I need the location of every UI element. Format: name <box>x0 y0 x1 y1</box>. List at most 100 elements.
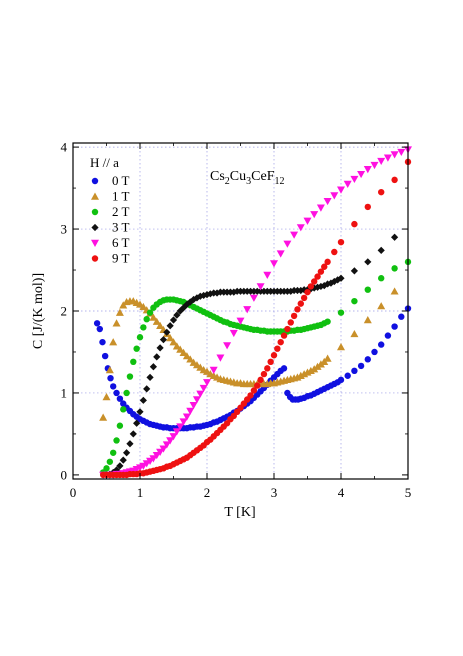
data-point-2t <box>130 358 137 366</box>
data-point-3t <box>123 449 131 457</box>
data-point-2t <box>123 389 130 397</box>
data-point-3t <box>324 280 332 288</box>
legend-label-1t: 1 T <box>112 189 130 204</box>
y-tick-label: 4 <box>61 140 68 155</box>
data-point-6t <box>229 329 238 338</box>
x-tick-label: 4 <box>338 485 345 500</box>
data-point-3t <box>334 276 342 284</box>
data-point-1t <box>182 352 191 360</box>
data-point-9t <box>247 392 254 399</box>
data-point-9t <box>351 220 358 228</box>
x-tick-label: 0 <box>70 485 77 500</box>
data-point-9t <box>314 273 321 280</box>
data-point-6t <box>192 396 201 404</box>
y-tick-label: 2 <box>61 304 68 319</box>
formula-part-cef: CeF <box>251 169 275 184</box>
data-point-2t <box>126 373 134 380</box>
data-point-3t <box>327 279 335 287</box>
data-point-2t <box>133 345 140 352</box>
data-point-6t <box>199 384 208 393</box>
data-point-9t <box>391 176 398 184</box>
y-tick-label: 0 <box>61 467 68 482</box>
data-point-0t <box>391 323 398 330</box>
data-point-6t <box>263 271 272 279</box>
data-point-2t <box>120 406 127 413</box>
data-point-2t <box>364 286 371 293</box>
data-point-6t <box>363 166 372 174</box>
data-point-3t <box>156 344 164 352</box>
series-1t <box>99 287 399 421</box>
data-point-6t <box>223 342 232 350</box>
data-point-1t <box>176 345 185 353</box>
data-point-3t <box>364 258 372 266</box>
y-axis-label: C [J/(K mol)] <box>31 273 46 349</box>
compound-formula: Cs2Cu3CeF12 <box>210 169 284 187</box>
data-point-0t <box>357 362 365 370</box>
data-point-6t <box>397 148 406 157</box>
data-point-9t <box>274 345 281 352</box>
series-3t <box>102 233 399 479</box>
data-point-1t <box>350 329 359 338</box>
data-point-6t <box>156 448 165 456</box>
data-point-0t <box>378 341 385 348</box>
data-point-2t <box>106 458 114 465</box>
data-point-3t <box>173 311 181 319</box>
data-point-1t <box>112 319 121 327</box>
data-point-9t <box>280 332 288 339</box>
data-point-2t <box>337 309 345 316</box>
legend-label-2t: 2 T <box>112 204 130 219</box>
data-point-6t <box>166 437 175 445</box>
formula-sub-2: 2 <box>225 176 230 187</box>
data-point-9t <box>300 294 308 302</box>
data-point-0t <box>99 338 106 346</box>
data-point-1t <box>166 334 175 342</box>
data-point-6t <box>159 445 168 453</box>
data-point-1t <box>152 317 161 325</box>
legend-marker-2t <box>91 208 99 216</box>
data-point-9t <box>264 365 271 372</box>
data-point-0t <box>93 320 101 327</box>
data-point-6t <box>303 217 312 225</box>
data-point-1t <box>109 338 118 346</box>
data-series <box>93 146 412 479</box>
data-point-9t <box>284 325 291 333</box>
data-point-6t <box>182 413 191 421</box>
data-point-6t <box>196 390 205 398</box>
legend: H // a 0 T1 T2 T3 T6 T9 T <box>90 155 130 266</box>
data-point-6t <box>203 379 211 387</box>
data-point-6t <box>270 260 278 268</box>
data-point-2t <box>391 265 398 272</box>
data-point-9t <box>297 300 304 307</box>
data-point-1t <box>139 302 148 311</box>
data-point-6t <box>337 186 345 194</box>
data-point-6t <box>357 170 366 179</box>
data-point-3t <box>143 385 151 393</box>
data-point-3t <box>159 336 168 344</box>
data-point-6t <box>343 180 352 188</box>
data-point-3t <box>213 289 221 297</box>
data-point-0t <box>280 365 288 372</box>
data-point-9t <box>364 203 371 211</box>
data-point-0t <box>398 313 405 320</box>
data-point-0t <box>337 376 345 384</box>
data-point-9t <box>290 312 298 320</box>
data-point-9t <box>317 268 325 275</box>
data-point-1t <box>115 308 124 316</box>
data-point-3t <box>313 283 322 291</box>
legend-title: H // a <box>90 155 119 170</box>
data-point-6t <box>390 151 399 159</box>
data-point-0t <box>96 325 104 333</box>
data-point-6t <box>323 197 332 206</box>
legend-marker-6t <box>91 239 99 247</box>
data-point-1t <box>149 313 158 321</box>
data-point-3t <box>230 288 238 296</box>
data-point-6t <box>290 231 299 239</box>
data-point-1t <box>337 343 345 351</box>
legend-label-0t: 0 T <box>112 173 130 188</box>
legend-marker-9t <box>91 255 99 262</box>
data-point-9t <box>307 283 315 290</box>
data-point-6t <box>209 366 218 375</box>
data-point-9t <box>311 278 318 285</box>
data-point-3t <box>139 396 147 404</box>
data-point-9t <box>250 387 258 394</box>
